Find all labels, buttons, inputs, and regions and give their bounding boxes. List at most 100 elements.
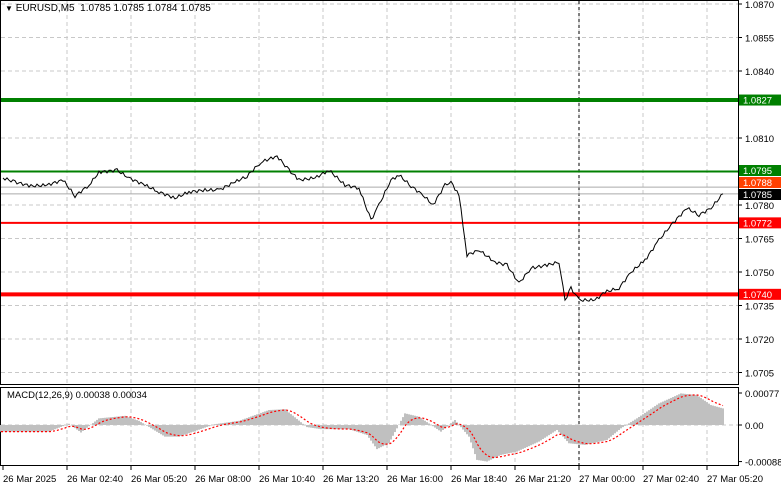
price-label-bg — [739, 189, 781, 200]
macd-histogram-bar — [108, 417, 110, 425]
macd-histogram-bar — [338, 425, 340, 430]
macd-histogram-bar — [428, 423, 430, 425]
macd-histogram-bar — [308, 425, 310, 428]
macd-histogram-bar — [574, 425, 576, 444]
macd-histogram-bar — [216, 423, 218, 425]
macd-histogram-bar — [596, 425, 598, 443]
macd-histogram-bar — [288, 412, 290, 425]
macd-histogram-bar — [478, 425, 480, 461]
macd-histogram-bar — [556, 425, 558, 430]
macd-histogram-bar — [472, 425, 474, 449]
macd-histogram-bar — [590, 425, 592, 444]
macd-histogram-bar — [24, 425, 26, 432]
macd-histogram-bar — [536, 425, 538, 443]
x-tick-label: 27 Mar 00:00 — [579, 474, 635, 485]
x-tick-label: 26 Mar 21:20 — [515, 474, 571, 485]
macd-histogram-bar — [222, 423, 224, 425]
macd-histogram-bar — [722, 408, 724, 425]
y-tick-label: 1.0870 — [745, 0, 774, 11]
macd-histogram-bar — [500, 425, 502, 455]
macd-histogram-bar — [146, 425, 148, 426]
macd-histogram-bar — [246, 417, 248, 425]
x-tick-label: 26 Mar 02:40 — [67, 474, 123, 485]
macd-histogram-bar — [684, 393, 686, 425]
macd-histogram-bar — [16, 425, 18, 432]
macd-histogram-bar — [356, 425, 358, 432]
level-label: 1.0772 — [743, 218, 772, 229]
macd-histogram-bar — [384, 425, 386, 446]
macd-histogram-bar — [470, 425, 472, 443]
macd-histogram-bar — [648, 410, 650, 425]
macd-histogram-bar — [292, 415, 294, 425]
macd-histogram-bar — [678, 394, 680, 425]
macd-histogram-bar — [242, 419, 244, 425]
macd-histogram-bar — [170, 425, 172, 437]
macd-histogram-bar — [138, 420, 140, 425]
macd-histogram-bar — [320, 425, 322, 430]
macd-histogram-bar — [450, 423, 452, 425]
macd-histogram-bar — [672, 397, 674, 425]
triangle-down-icon[interactable]: ▼ — [5, 4, 13, 13]
macd-histogram-bar — [152, 425, 154, 430]
macd-histogram-bar — [250, 416, 252, 425]
level-label: 1.0827 — [743, 96, 772, 107]
macd-histogram-bar — [148, 425, 150, 427]
macd-histogram-bar — [636, 418, 638, 425]
macd-histogram-bar — [700, 397, 702, 425]
macd-histogram-bar — [364, 425, 366, 435]
macd-histogram-bar — [442, 425, 444, 430]
macd-histogram-bar — [414, 415, 416, 425]
macd-histogram-bar — [178, 425, 180, 437]
macd-histogram-bar — [530, 425, 532, 446]
macd-histogram-bar — [20, 425, 22, 432]
macd-histogram-bar — [644, 412, 646, 425]
macd-histogram-bar — [126, 416, 128, 425]
macd-histogram-bar — [654, 406, 656, 425]
macd-histogram-bar — [310, 425, 312, 428]
chart-header: ▼ EURUSD,M5 1.0785 1.0785 1.0784 1.0785 — [5, 3, 211, 14]
macd-histogram-bar — [720, 407, 722, 425]
macd-histogram-bar — [2, 425, 4, 432]
macd-histogram-bar — [306, 425, 308, 428]
macd-histogram-bar — [360, 425, 362, 434]
macd-histogram-bar — [328, 425, 330, 430]
macd-histogram-bar — [422, 419, 424, 425]
macd-histogram-bar — [184, 425, 186, 435]
macd-histogram-bar — [106, 417, 108, 425]
macd-histogram-bar — [594, 425, 596, 443]
macd-histogram-bar — [518, 425, 520, 451]
macd-histogram-bar — [620, 425, 622, 429]
macd-histogram-bar — [400, 420, 402, 425]
macd-histogram-bar — [60, 425, 62, 427]
macd-histogram-bar — [404, 413, 406, 425]
macd-histogram-bar — [78, 425, 80, 432]
macd-histogram-bar — [468, 425, 470, 437]
price-series — [2, 155, 724, 303]
macd-histogram-bar — [586, 425, 588, 445]
macd-histogram-bar — [214, 424, 216, 425]
macd-histogram-bar — [606, 425, 608, 440]
y-tick-label: 1.0780 — [745, 201, 774, 212]
macd-histogram-bar — [182, 425, 184, 436]
macd-histogram-bar — [174, 425, 176, 437]
price-label: 1.0788 — [743, 178, 772, 189]
macd-tick-label: -0.00088 — [745, 458, 781, 469]
macd-histogram-bar — [418, 416, 420, 425]
level-label-bg — [739, 94, 781, 106]
macd-histogram-bar — [526, 425, 528, 448]
y-tick-label: 1.0750 — [745, 268, 774, 279]
macd-histogram-bar — [708, 403, 710, 425]
macd-histogram-bar — [190, 425, 192, 433]
macd-histogram-bar — [134, 419, 136, 425]
macd-histogram-bar — [44, 425, 46, 432]
macd-histogram-bar — [370, 425, 372, 441]
macd-histogram-bar — [336, 425, 338, 430]
macd-histogram-bar — [452, 421, 454, 425]
macd-histogram-bar — [616, 425, 618, 432]
macd-histogram-bar — [380, 425, 382, 448]
macd-histogram-bar — [608, 425, 610, 439]
macd-histogram-bar — [698, 396, 700, 425]
macd-histogram-bar — [578, 425, 580, 445]
macd-histogram-bar — [262, 412, 264, 425]
